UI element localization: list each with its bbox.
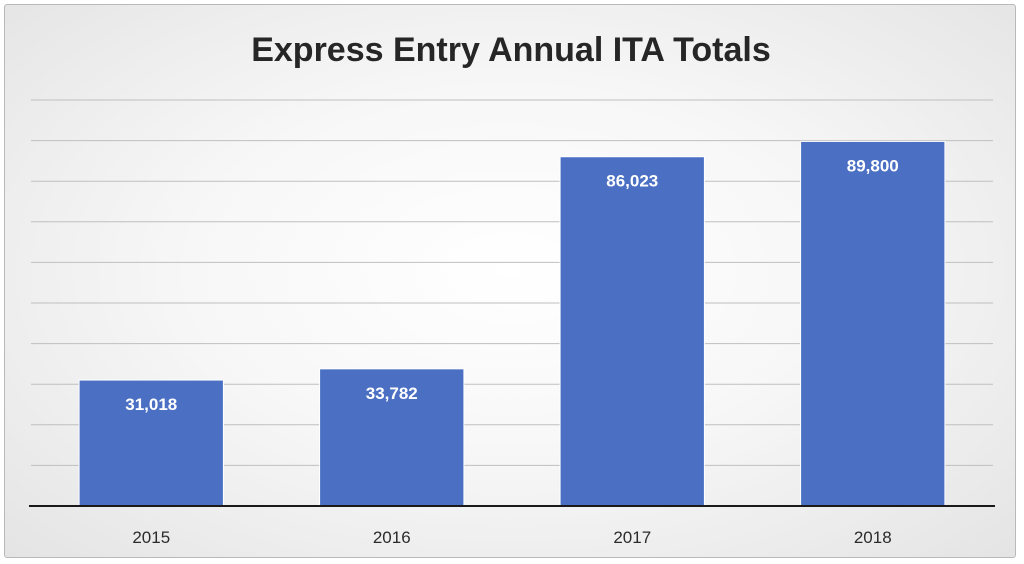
- data-labels: 31,018 33,782 86,023 89,800: [125, 156, 899, 414]
- bar-2017: [559, 156, 705, 507]
- data-label: 86,023: [606, 172, 658, 191]
- data-label: 31,018: [125, 395, 177, 414]
- x-axis-ticks: 2015 2016 2017 2018: [132, 528, 891, 547]
- x-tick-label: 2016: [373, 528, 411, 547]
- chart-title: Express Entry Annual ITA Totals: [251, 31, 771, 69]
- data-label: 89,800: [847, 156, 899, 175]
- bar-2018: [800, 140, 946, 507]
- bars: [78, 140, 946, 507]
- data-label: 33,782: [366, 384, 418, 403]
- x-tick-label: 2018: [854, 528, 892, 547]
- chart-frame: Express Entry Annual ITA Totals 2015 2016…: [4, 4, 1016, 558]
- bar-2016: [319, 368, 465, 507]
- bar-chart: Express Entry Annual ITA Totals 2015 2016…: [29, 31, 995, 547]
- x-tick-label: 2015: [132, 528, 170, 547]
- bar-2015: [78, 379, 224, 507]
- x-tick-label: 2017: [613, 528, 651, 547]
